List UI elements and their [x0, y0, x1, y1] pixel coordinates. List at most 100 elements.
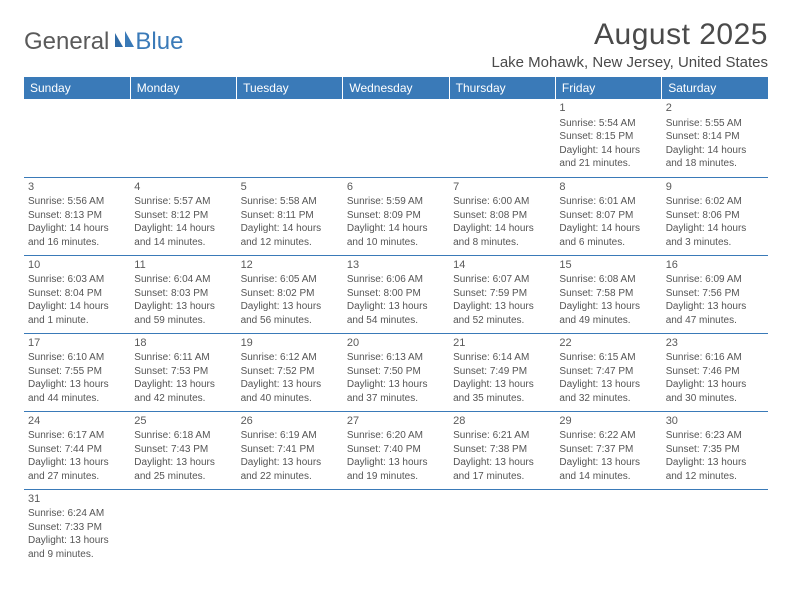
sunrise-line: Sunrise: 6:14 AM — [453, 351, 551, 365]
sunset-line: Sunset: 8:00 PM — [347, 287, 445, 301]
day-number: 12 — [241, 258, 339, 273]
calendar-row: 31Sunrise: 6:24 AMSunset: 7:33 PMDayligh… — [24, 489, 768, 567]
sunset-line: Sunset: 7:50 PM — [347, 365, 445, 379]
sunrise-line: Sunrise: 6:09 AM — [666, 273, 764, 287]
sunset-line: Sunset: 7:56 PM — [666, 287, 764, 301]
calendar-cell: 17Sunrise: 6:10 AMSunset: 7:55 PMDayligh… — [24, 333, 130, 411]
page-title: August 2025 — [491, 18, 768, 52]
sunset-line: Sunset: 7:33 PM — [28, 521, 126, 535]
calendar-cell — [449, 489, 555, 567]
day-number: 6 — [347, 180, 445, 195]
day-number: 16 — [666, 258, 764, 273]
calendar-body: 1Sunrise: 5:54 AMSunset: 8:15 PMDaylight… — [24, 99, 768, 567]
calendar-cell — [130, 489, 236, 567]
day-number: 1 — [559, 101, 657, 116]
calendar-cell: 4Sunrise: 5:57 AMSunset: 8:12 PMDaylight… — [130, 177, 236, 255]
weekday-header: Tuesday — [237, 77, 343, 99]
daylight-line: Daylight: 14 hours and 14 minutes. — [134, 222, 232, 249]
calendar-cell: 15Sunrise: 6:08 AMSunset: 7:58 PMDayligh… — [555, 255, 661, 333]
calendar-cell — [343, 99, 449, 177]
daylight-line: Daylight: 13 hours and 14 minutes. — [559, 456, 657, 483]
sunrise-line: Sunrise: 6:08 AM — [559, 273, 657, 287]
daylight-line: Daylight: 13 hours and 37 minutes. — [347, 378, 445, 405]
daylight-line: Daylight: 13 hours and 9 minutes. — [28, 534, 126, 561]
sunrise-line: Sunrise: 5:54 AM — [559, 117, 657, 131]
calendar-cell: 10Sunrise: 6:03 AMSunset: 8:04 PMDayligh… — [24, 255, 130, 333]
sunrise-line: Sunrise: 6:18 AM — [134, 429, 232, 443]
day-number: 17 — [28, 336, 126, 351]
sunrise-line: Sunrise: 6:04 AM — [134, 273, 232, 287]
calendar-cell: 21Sunrise: 6:14 AMSunset: 7:49 PMDayligh… — [449, 333, 555, 411]
sunset-line: Sunset: 8:07 PM — [559, 209, 657, 223]
daylight-line: Daylight: 13 hours and 22 minutes. — [241, 456, 339, 483]
calendar-cell: 18Sunrise: 6:11 AMSunset: 7:53 PMDayligh… — [130, 333, 236, 411]
calendar-cell: 3Sunrise: 5:56 AMSunset: 8:13 PMDaylight… — [24, 177, 130, 255]
sunset-line: Sunset: 7:49 PM — [453, 365, 551, 379]
daylight-line: Daylight: 14 hours and 1 minute. — [28, 300, 126, 327]
calendar-row: 10Sunrise: 6:03 AMSunset: 8:04 PMDayligh… — [24, 255, 768, 333]
sunrise-line: Sunrise: 5:57 AM — [134, 195, 232, 209]
sunset-line: Sunset: 7:35 PM — [666, 443, 764, 457]
calendar-row: 24Sunrise: 6:17 AMSunset: 7:44 PMDayligh… — [24, 411, 768, 489]
daylight-line: Daylight: 13 hours and 42 minutes. — [134, 378, 232, 405]
logo-sail-icon — [113, 31, 135, 54]
daylight-line: Daylight: 13 hours and 52 minutes. — [453, 300, 551, 327]
sunset-line: Sunset: 7:52 PM — [241, 365, 339, 379]
sunrise-line: Sunrise: 6:22 AM — [559, 429, 657, 443]
day-number: 28 — [453, 414, 551, 429]
header: General Blue August 2025 Lake Mohawk, Ne… — [24, 18, 768, 71]
sunset-line: Sunset: 8:11 PM — [241, 209, 339, 223]
calendar-cell: 23Sunrise: 6:16 AMSunset: 7:46 PMDayligh… — [662, 333, 768, 411]
day-number: 2 — [666, 101, 764, 116]
calendar-cell: 24Sunrise: 6:17 AMSunset: 7:44 PMDayligh… — [24, 411, 130, 489]
day-number: 25 — [134, 414, 232, 429]
sunrise-line: Sunrise: 6:20 AM — [347, 429, 445, 443]
sunset-line: Sunset: 7:43 PM — [134, 443, 232, 457]
sunrise-line: Sunrise: 6:06 AM — [347, 273, 445, 287]
weekday-header: Saturday — [662, 77, 768, 99]
daylight-line: Daylight: 13 hours and 17 minutes. — [453, 456, 551, 483]
daylight-line: Daylight: 13 hours and 59 minutes. — [134, 300, 232, 327]
logo-text-blue: Blue — [135, 28, 183, 56]
day-number: 29 — [559, 414, 657, 429]
sunrise-line: Sunrise: 5:59 AM — [347, 195, 445, 209]
sunset-line: Sunset: 7:46 PM — [666, 365, 764, 379]
day-number: 26 — [241, 414, 339, 429]
calendar-cell: 1Sunrise: 5:54 AMSunset: 8:15 PMDaylight… — [555, 99, 661, 177]
daylight-line: Daylight: 14 hours and 6 minutes. — [559, 222, 657, 249]
daylight-line: Daylight: 13 hours and 47 minutes. — [666, 300, 764, 327]
sunset-line: Sunset: 8:04 PM — [28, 287, 126, 301]
day-number: 8 — [559, 180, 657, 195]
calendar-cell — [555, 489, 661, 567]
day-number: 30 — [666, 414, 764, 429]
calendar-cell — [237, 489, 343, 567]
sunset-line: Sunset: 8:06 PM — [666, 209, 764, 223]
sunset-line: Sunset: 7:41 PM — [241, 443, 339, 457]
sunrise-line: Sunrise: 6:05 AM — [241, 273, 339, 287]
sunrise-line: Sunrise: 5:55 AM — [666, 117, 764, 131]
calendar-cell: 8Sunrise: 6:01 AMSunset: 8:07 PMDaylight… — [555, 177, 661, 255]
calendar-cell — [343, 489, 449, 567]
daylight-line: Daylight: 13 hours and 40 minutes. — [241, 378, 339, 405]
weekday-header: Thursday — [449, 77, 555, 99]
calendar-cell: 9Sunrise: 6:02 AMSunset: 8:06 PMDaylight… — [662, 177, 768, 255]
day-number: 14 — [453, 258, 551, 273]
calendar-cell: 11Sunrise: 6:04 AMSunset: 8:03 PMDayligh… — [130, 255, 236, 333]
daylight-line: Daylight: 13 hours and 25 minutes. — [134, 456, 232, 483]
daylight-line: Daylight: 13 hours and 12 minutes. — [666, 456, 764, 483]
day-number: 31 — [28, 492, 126, 507]
day-number: 10 — [28, 258, 126, 273]
day-number: 20 — [347, 336, 445, 351]
calendar-cell: 27Sunrise: 6:20 AMSunset: 7:40 PMDayligh… — [343, 411, 449, 489]
sunrise-line: Sunrise: 6:10 AM — [28, 351, 126, 365]
daylight-line: Daylight: 13 hours and 56 minutes. — [241, 300, 339, 327]
sunset-line: Sunset: 7:58 PM — [559, 287, 657, 301]
sunset-line: Sunset: 7:40 PM — [347, 443, 445, 457]
day-number: 27 — [347, 414, 445, 429]
daylight-line: Daylight: 14 hours and 10 minutes. — [347, 222, 445, 249]
calendar-cell — [130, 99, 236, 177]
day-number: 21 — [453, 336, 551, 351]
sunset-line: Sunset: 7:37 PM — [559, 443, 657, 457]
daylight-line: Daylight: 13 hours and 54 minutes. — [347, 300, 445, 327]
sunset-line: Sunset: 7:53 PM — [134, 365, 232, 379]
